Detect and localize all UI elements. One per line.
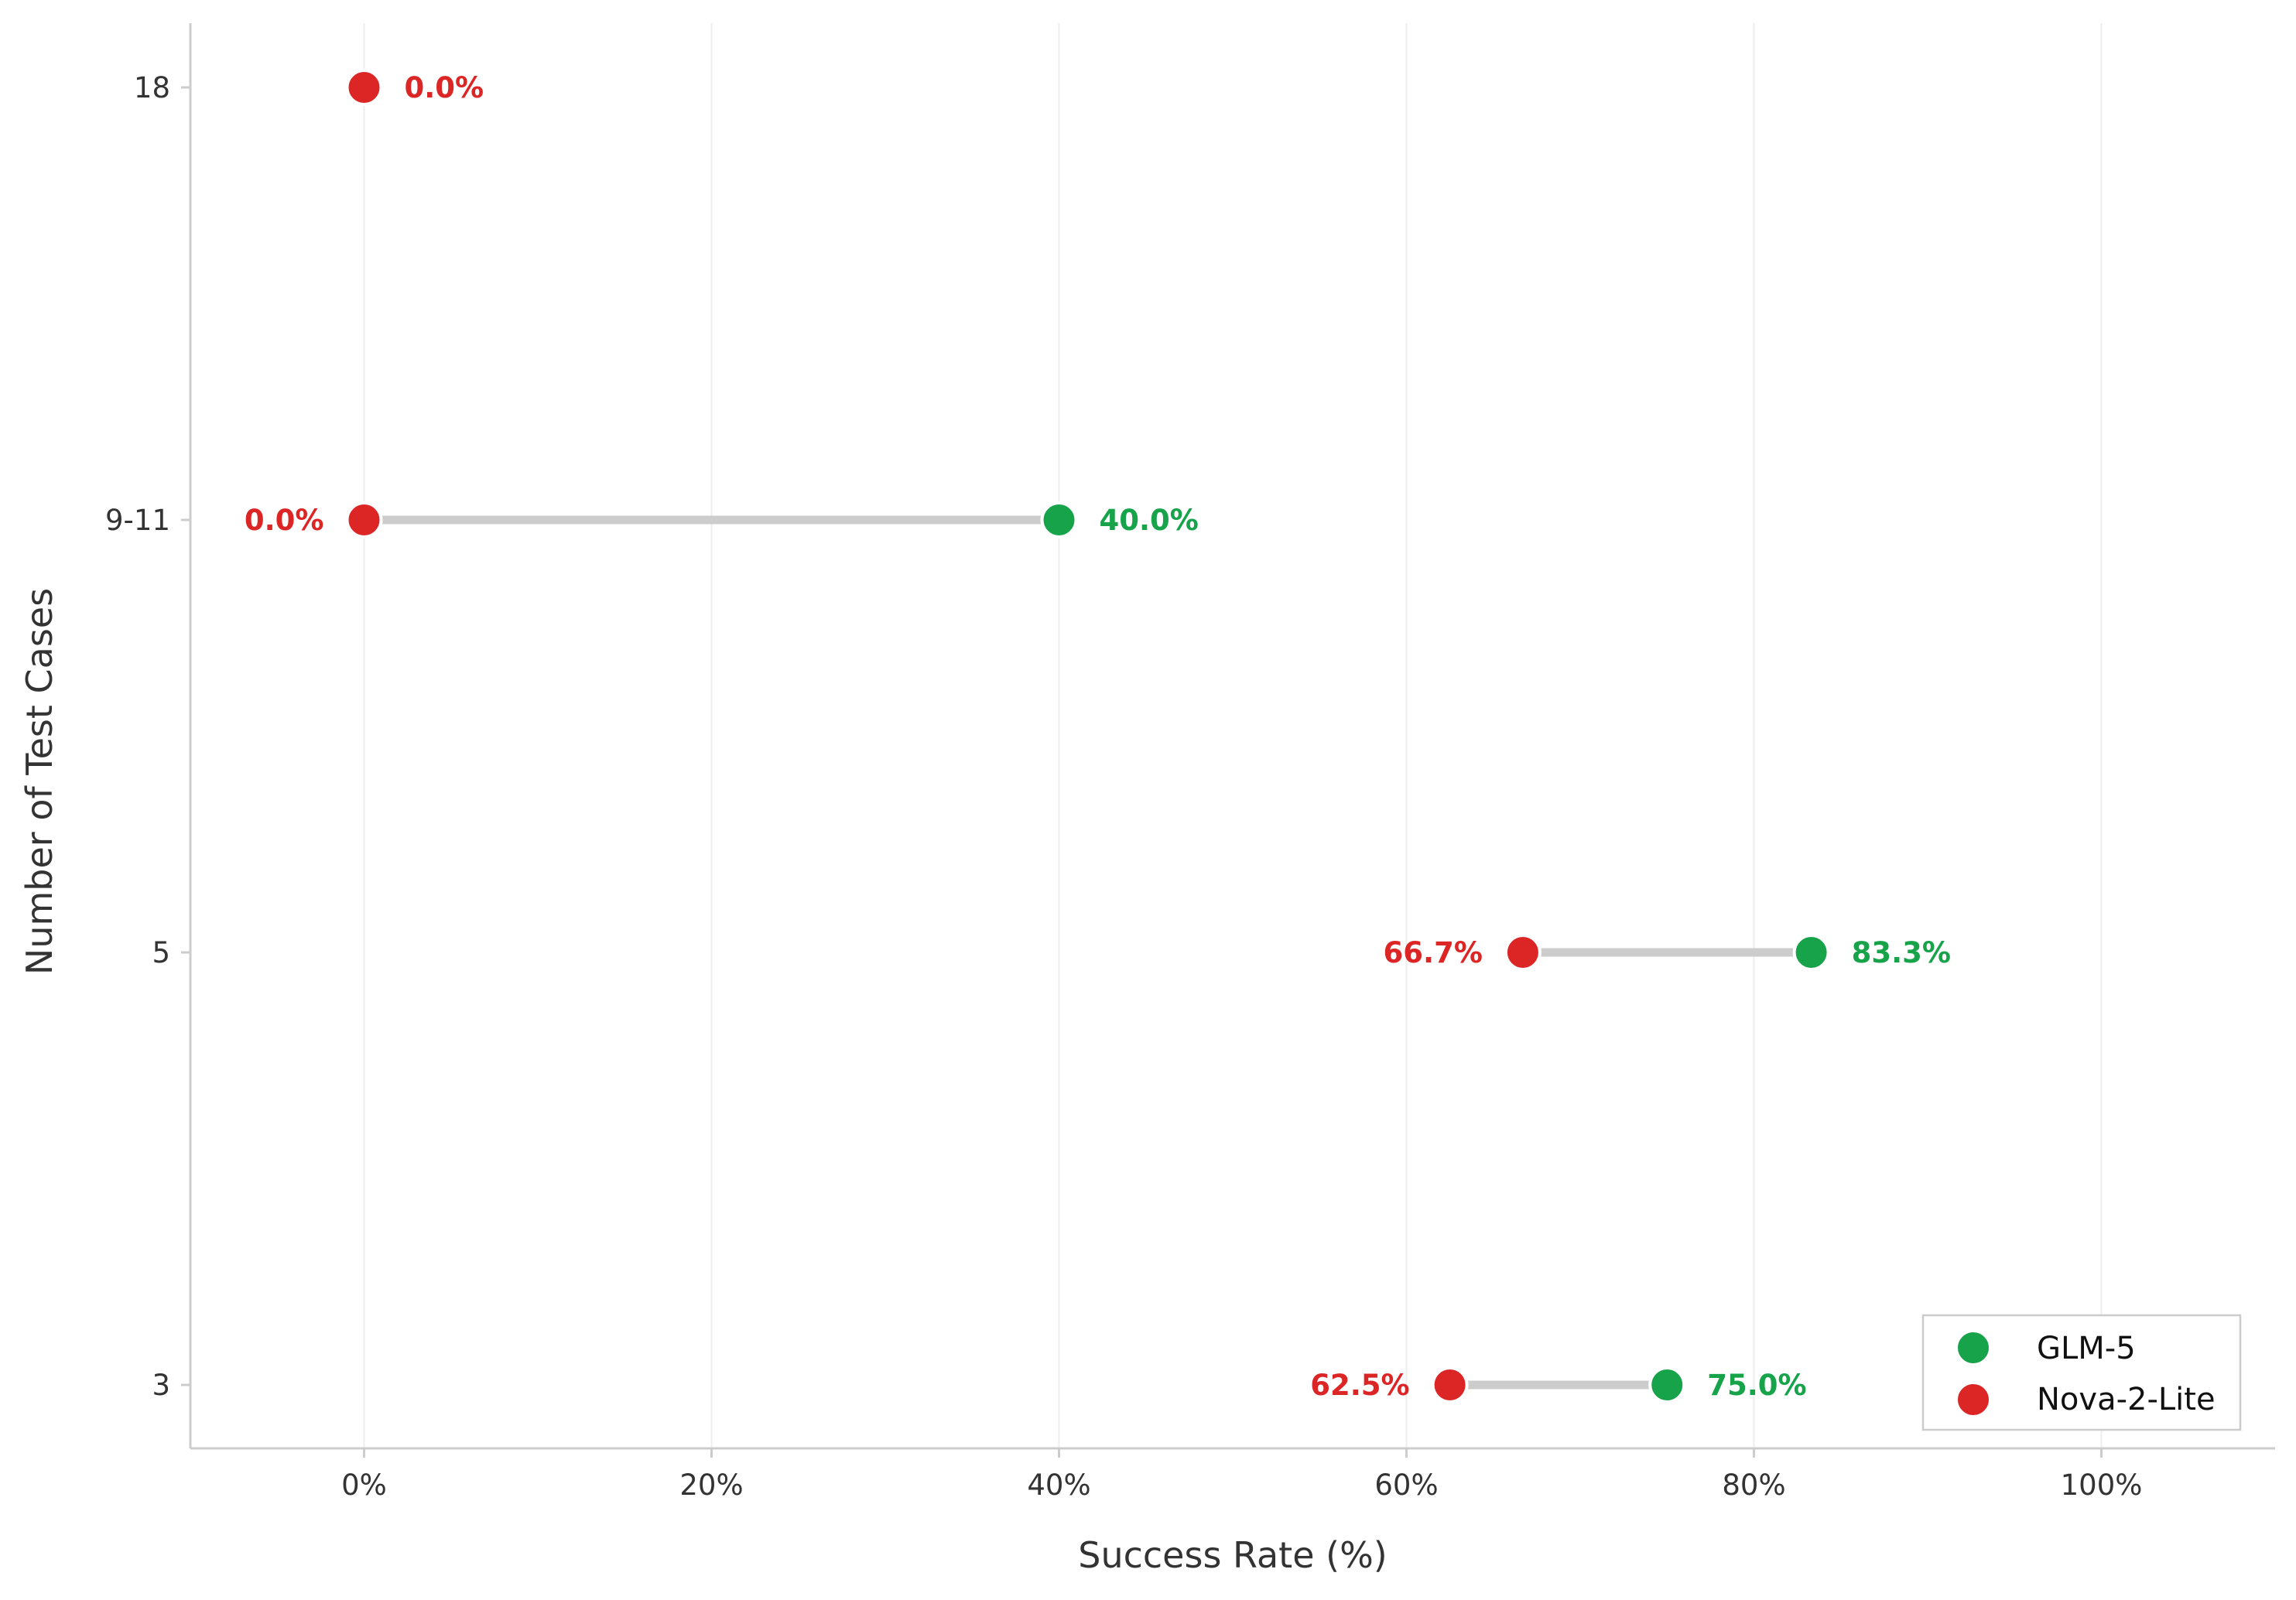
data-label-nova-2-lite-5: 66.7% bbox=[1384, 936, 1483, 969]
data-labels: 0.0% 40.0% 0.0% 83.3% 66.7% 75.0% 62.5% bbox=[245, 71, 1951, 1402]
y-axis-title: Number of Test Cases bbox=[19, 588, 60, 975]
data-points bbox=[345, 69, 1830, 1403]
x-axis-title: Success Rate (%) bbox=[1078, 1534, 1388, 1576]
y-ticks: 18 9-11 5 3 bbox=[105, 71, 190, 1402]
point-nova-2-lite-3 bbox=[1431, 1366, 1469, 1403]
x-tick-label-60: 60% bbox=[1374, 1468, 1438, 1502]
legend-marker-glm-5 bbox=[1955, 1329, 1992, 1366]
axes bbox=[189, 23, 2275, 1450]
data-label-glm-5-9-11: 40.0% bbox=[1100, 504, 1199, 537]
x-tick-label-40: 40% bbox=[1027, 1468, 1090, 1502]
data-label-glm-5-3: 75.0% bbox=[1707, 1369, 1806, 1402]
legend-label-glm-5: GLM-5 bbox=[2037, 1331, 2136, 1366]
data-label-glm-5-5: 83.3% bbox=[1852, 936, 1951, 969]
grid-lines bbox=[363, 23, 2103, 1448]
x-tick-label-20: 20% bbox=[679, 1468, 743, 1502]
y-tick-label-9-11: 9-11 bbox=[105, 504, 170, 537]
y-tick-label-18: 18 bbox=[134, 71, 170, 104]
legend-marker-nova-2-lite bbox=[1955, 1381, 1992, 1418]
legend: GLM-5 Nova-2-Lite bbox=[1921, 1314, 2242, 1431]
point-glm-5-9-11 bbox=[1040, 501, 1078, 538]
point-nova-2-lite-9-11 bbox=[345, 501, 383, 538]
x-ticks: 0% 20% 40% 60% 80% 100% bbox=[341, 1448, 2142, 1502]
point-glm-5-3 bbox=[1648, 1366, 1686, 1403]
point-glm-5-5 bbox=[1792, 934, 1830, 971]
x-tick-label-100: 100% bbox=[2061, 1468, 2143, 1502]
data-label-nova-2-lite-18: 0.0% bbox=[405, 71, 484, 104]
x-tick-label-80: 80% bbox=[1722, 1468, 1785, 1502]
y-tick-label-3: 3 bbox=[152, 1369, 170, 1402]
data-label-nova-2-lite-3: 62.5% bbox=[1310, 1369, 1409, 1402]
connectors bbox=[364, 515, 1812, 1390]
point-nova-2-lite-18 bbox=[345, 69, 383, 106]
legend-label-nova-2-lite: Nova-2-Lite bbox=[2037, 1382, 2216, 1417]
x-tick-label-0: 0% bbox=[341, 1468, 387, 1502]
point-nova-2-lite-5 bbox=[1504, 934, 1542, 971]
data-label-nova-2-lite-9-11: 0.0% bbox=[245, 504, 324, 537]
y-tick-label-5: 5 bbox=[152, 936, 170, 969]
